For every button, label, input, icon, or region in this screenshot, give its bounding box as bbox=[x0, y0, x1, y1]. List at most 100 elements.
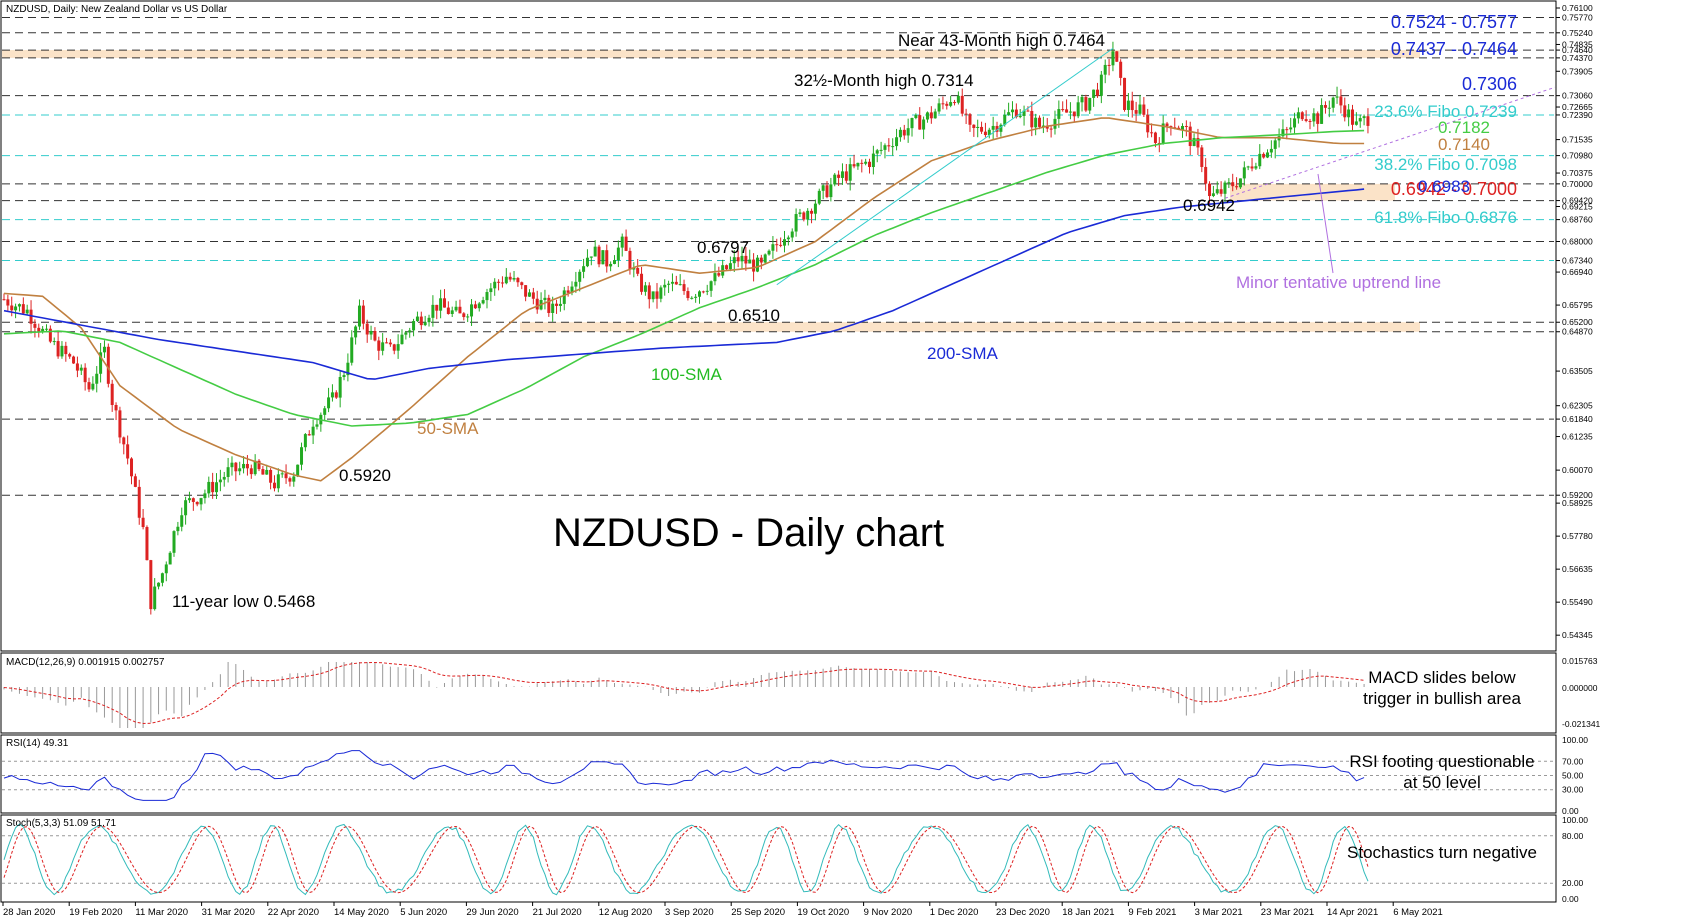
candle-body bbox=[1242, 167, 1246, 179]
candle-body bbox=[160, 573, 164, 583]
candle-body bbox=[45, 328, 49, 330]
stoch-tick-label: 20.00 bbox=[1562, 878, 1584, 888]
candle-body bbox=[377, 340, 381, 351]
label-zone: 0.6942 - 0.7000 bbox=[1391, 179, 1517, 199]
candle-body bbox=[1238, 178, 1242, 188]
candle-body bbox=[895, 137, 899, 147]
candle-body bbox=[956, 95, 960, 103]
candle-body bbox=[48, 328, 52, 342]
candle-body bbox=[176, 526, 180, 532]
x-tick-label: 6 May 2021 bbox=[1393, 907, 1443, 918]
y-tick-label: 0.69215 bbox=[1562, 201, 1593, 211]
candle-body bbox=[477, 303, 481, 309]
candle-body bbox=[72, 356, 76, 364]
candle-body bbox=[2, 299, 6, 301]
candle-body bbox=[1092, 89, 1096, 98]
candle-body bbox=[980, 126, 984, 132]
rsi-line bbox=[3, 750, 1365, 801]
candle-body bbox=[1366, 116, 1370, 126]
candle-body bbox=[1072, 111, 1076, 117]
y-tick-label: 0.74640 bbox=[1562, 45, 1593, 55]
candle-body bbox=[427, 317, 431, 323]
candle-body bbox=[342, 375, 346, 377]
y-tick-label: 0.70375 bbox=[1562, 168, 1593, 178]
candle-body bbox=[937, 103, 941, 112]
candle-body bbox=[149, 560, 153, 610]
candle-body bbox=[1026, 110, 1030, 112]
candle-body bbox=[180, 515, 184, 527]
candle-body bbox=[311, 426, 315, 436]
candle-body bbox=[292, 476, 296, 482]
candle-body bbox=[392, 344, 396, 351]
candle-body bbox=[1258, 153, 1262, 167]
candle-body bbox=[1269, 148, 1273, 153]
label-r2: 0.7437 - 0.7464 bbox=[1391, 39, 1517, 59]
candle-body bbox=[520, 282, 524, 286]
y-tick-label: 0.66940 bbox=[1562, 267, 1593, 277]
candle-body bbox=[10, 305, 14, 311]
candle-body bbox=[1123, 77, 1127, 110]
candle-body bbox=[605, 250, 609, 267]
candle-body bbox=[1254, 166, 1258, 169]
candle-body bbox=[497, 281, 501, 283]
candle-body bbox=[740, 255, 744, 262]
rsi-tick-label: 100.00 bbox=[1562, 735, 1588, 745]
candle-body bbox=[840, 171, 844, 178]
candle-body bbox=[713, 273, 717, 282]
sr-zone bbox=[2, 50, 1420, 58]
candle-body bbox=[83, 367, 87, 383]
candle-body bbox=[1358, 118, 1362, 122]
candle-body bbox=[659, 287, 663, 299]
candle-body bbox=[280, 473, 284, 475]
candle-body bbox=[725, 265, 729, 270]
candle-body bbox=[462, 313, 466, 318]
candle-body bbox=[1192, 138, 1196, 147]
candle-body bbox=[261, 469, 265, 475]
y-tick-label: 0.72390 bbox=[1562, 110, 1593, 120]
candle-body bbox=[628, 250, 632, 270]
macd-tick-label: -0.021341 bbox=[1562, 719, 1601, 729]
candle-body bbox=[914, 115, 918, 119]
candle-body bbox=[686, 291, 690, 299]
candle-body bbox=[230, 462, 234, 468]
label-fibo-236: 23.6% Fibo 0.7239 bbox=[1374, 102, 1517, 121]
candle-body bbox=[99, 352, 103, 374]
candle-body bbox=[1312, 113, 1316, 122]
y-tick-label: 0.65795 bbox=[1562, 300, 1593, 310]
candle-body bbox=[354, 326, 358, 338]
candle-body bbox=[412, 321, 416, 331]
candle-body bbox=[187, 498, 191, 501]
candle-body bbox=[759, 257, 763, 263]
candle-body bbox=[1034, 117, 1038, 128]
candle-body bbox=[130, 458, 134, 477]
candle-body bbox=[1014, 109, 1018, 118]
x-tick-label: 18 Jan 2021 bbox=[1062, 907, 1114, 918]
annot-6797: 0.6797 bbox=[697, 238, 749, 257]
candle-body bbox=[779, 244, 783, 246]
candle-body bbox=[1196, 138, 1200, 148]
candle-body bbox=[1095, 89, 1099, 96]
annot-5920: 0.5920 bbox=[339, 466, 391, 485]
candle-body bbox=[1119, 61, 1123, 78]
candle-body bbox=[1304, 119, 1308, 121]
y-tick-label: 0.64870 bbox=[1562, 327, 1593, 337]
x-tick-label: 25 Sep 2020 bbox=[731, 907, 785, 918]
candle-body bbox=[651, 291, 655, 300]
candle-body bbox=[1293, 118, 1297, 128]
candle-body bbox=[361, 305, 365, 324]
candle-body bbox=[203, 493, 207, 499]
candle-body bbox=[790, 231, 794, 238]
candle-body bbox=[1111, 51, 1115, 66]
label-6983: 0.6983 bbox=[1418, 177, 1470, 196]
stoch-d-line bbox=[3, 825, 1369, 894]
candle-body bbox=[999, 124, 1003, 132]
candle-body bbox=[1130, 100, 1134, 111]
label-r1: 0.7524 - 0.7577 bbox=[1391, 12, 1517, 32]
candle-body bbox=[636, 268, 640, 274]
candle-body bbox=[207, 481, 211, 494]
candle-body bbox=[1285, 129, 1289, 131]
sma-200-sma bbox=[3, 188, 1365, 380]
candle-body bbox=[562, 290, 566, 304]
candle-body bbox=[504, 276, 508, 284]
